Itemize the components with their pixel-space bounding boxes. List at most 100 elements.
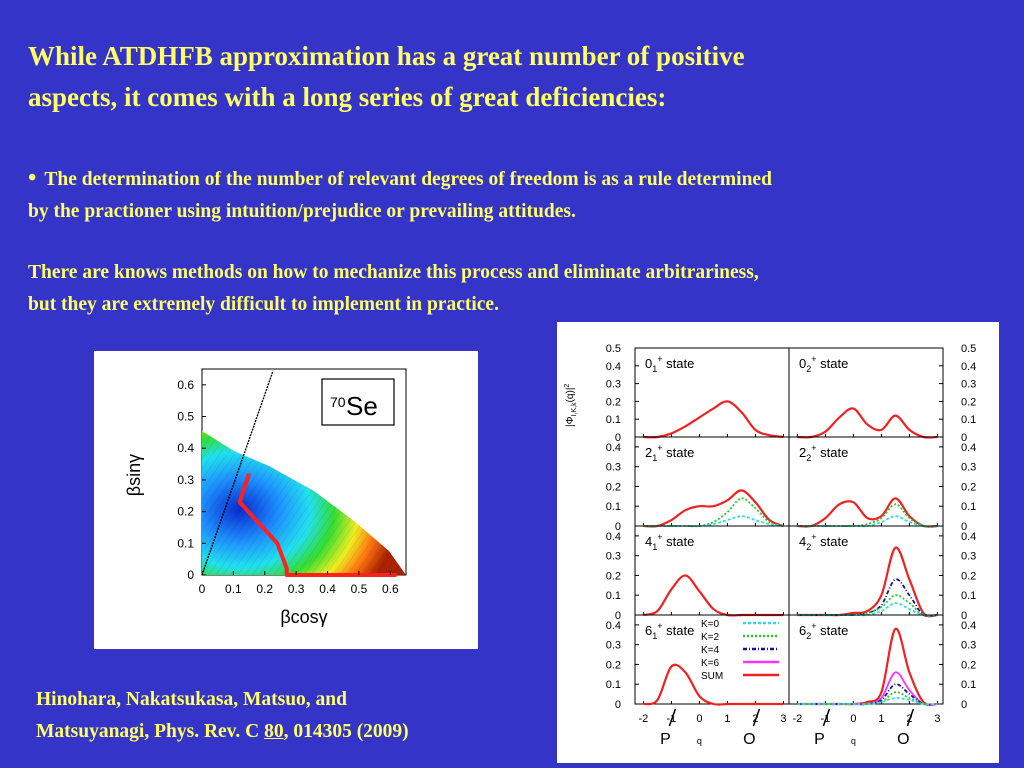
pes-y-tick-label: 0.2 — [177, 505, 194, 519]
state-parity: + — [811, 532, 816, 542]
pes-x-tick-label: 0.3 — [288, 582, 305, 596]
state-index: 1 — [652, 631, 657, 641]
wf-y-tick-label: 0.4 — [961, 620, 976, 632]
wf-y-tick-label: 0.5 — [606, 343, 621, 355]
state-label: 02+ state — [799, 354, 848, 374]
slide-heading: While ATDHFB approximation has a great n… — [28, 36, 988, 118]
legend-label: K=4 — [701, 645, 720, 656]
marker-arrow — [668, 708, 677, 727]
wf-y-tick-label: 0.1 — [961, 590, 976, 602]
collective-wavefunction-figure: |ΦI,K,k(q)|2 0 0.1 0.2 0.3 0.4 0.5 01+ state 0 0… — [557, 322, 999, 763]
legend-label: K=2 — [701, 632, 720, 643]
pes-x-tick-label: 0.2 — [256, 582, 273, 596]
nucleus-mass-number: 70 — [330, 394, 346, 410]
wf-panels: 00.10.20.30.40.501+ state00.10.20.30.40.… — [606, 343, 977, 711]
state-label: 41+ state — [645, 532, 694, 552]
wf-y-tick-label: 0 — [615, 432, 621, 444]
methods-paragraph: There are knows methods on how to mechan… — [28, 257, 1018, 321]
state-index: 1 — [652, 542, 657, 552]
wf-y-tick-label: 0 — [961, 521, 967, 533]
wf-y-tick-label: 0.1 — [961, 501, 976, 513]
state-label: 62+ state — [799, 621, 848, 641]
state-index: 2 — [806, 453, 811, 463]
state-label: 01+ state — [645, 354, 694, 374]
pes-y-tick-label: 0 — [187, 568, 194, 582]
state-label: 22+ state — [799, 443, 848, 463]
bullet-icon: • — [28, 165, 37, 191]
marker-arrow — [906, 708, 915, 727]
state-parity: + — [811, 443, 816, 453]
citation-line-2-pre: Matsuyanagi, Phys. Rev. C — [36, 721, 265, 742]
wf-x-tick-label: 0 — [850, 713, 856, 725]
state-word: state — [663, 623, 695, 638]
curve-sum — [643, 663, 784, 706]
state-word: state — [817, 445, 849, 460]
legend-label: K=0 — [701, 619, 720, 630]
wf-y-tick-label: 0.3 — [961, 379, 976, 391]
wf-x-axis: -2-10123qPO-2-10123qPO — [639, 708, 940, 748]
wf-y-tick-label: 0.4 — [961, 442, 976, 454]
pes-y-tick-label: 0.1 — [177, 536, 194, 550]
gamma-60-line — [201, 370, 274, 576]
panel-6-1: 0 0.1 0.2 0.3 0.4 61+ state K=0 K=2 K=4 K=6 SUM — [606, 614, 790, 711]
wf-x-tick-label: -2 — [639, 713, 649, 725]
state-index: 2 — [806, 542, 811, 552]
wf-y-tick-label: 0.2 — [961, 659, 976, 671]
methods-line-1: There are knows methods on how to mechan… — [28, 262, 759, 283]
curve-k4 — [797, 578, 938, 618]
state-index: 1 — [652, 364, 657, 374]
wf-y-tick-label: 0.3 — [961, 462, 976, 474]
curve-k2 — [797, 594, 938, 617]
pes-x-tick-label: 0.4 — [319, 582, 336, 596]
wf-y-tick-label: 0.2 — [961, 396, 976, 408]
pes-x-tick-label: 0.5 — [351, 582, 368, 596]
wf-y-tick-label: 0.2 — [961, 570, 976, 582]
marker-p: P — [814, 731, 825, 748]
curve-sum — [797, 627, 938, 706]
panel-2-1: 0 0.1 0.2 0.3 0.4 21+ state — [606, 436, 790, 533]
state-index: 1 — [652, 453, 657, 463]
pes-x-tick-label: 0 — [199, 582, 206, 596]
wf-y-tick-label: 0.4 — [606, 361, 621, 373]
pes-y-tick-label: 0.3 — [177, 473, 194, 487]
curve-sum — [643, 574, 784, 617]
state-parity: + — [811, 354, 816, 364]
wf-y-axis-label: |ΦI,K,k(q)|2 — [564, 384, 578, 427]
nucleus-label-box: 70 Se — [321, 378, 395, 426]
legend-label: SUM — [701, 671, 723, 682]
pes-plot: 70 Se 0 0.1 0.2 0.3 0.4 0.5 0.6 0 0.1 0.2 0.3 0.4 0.… — [124, 368, 407, 627]
pes-y-axis-label: βsinγ — [124, 454, 144, 496]
curve-sum — [643, 400, 784, 439]
wf-y-tick-label: 0.1 — [961, 414, 976, 426]
state-word: state — [663, 356, 695, 371]
pes-y-tick-label: 0.6 — [177, 378, 194, 392]
state-parity: + — [657, 443, 662, 453]
state-word: state — [663, 445, 695, 460]
wf-x-tick-label: 1 — [724, 713, 730, 725]
collective-path — [237, 472, 397, 577]
state-label: 61+ state — [645, 621, 694, 641]
curve-sum — [797, 407, 938, 439]
potential-energy-surface-figure: 70 Se 0 0.1 0.2 0.3 0.4 0.5 0.6 0 0.1 0.2 0.3 0.4 0.… — [94, 351, 478, 649]
panel-6-2: 0 0.1 0.2 0.3 0.4 62+ state — [788, 614, 976, 711]
wf-y-tick-label: 0.2 — [606, 570, 621, 582]
wf-x-tick-label: 0 — [696, 713, 702, 725]
marker-p: P — [660, 731, 671, 748]
wf-x-tick-label: 3 — [934, 713, 940, 725]
wf-y-tick-label: 0.4 — [606, 442, 621, 454]
wf-y-tick-label: 0 — [961, 699, 967, 711]
state-spin: 2 — [799, 445, 806, 460]
state-word: state — [817, 623, 849, 638]
pes-x-axis-label: βcosγ — [280, 607, 327, 627]
panel-2-2: 00.10.20.30.422+ state — [788, 436, 976, 533]
state-spin: 4 — [799, 534, 806, 549]
wf-y-tick-label: 0 — [615, 521, 621, 533]
marker-o: O — [897, 731, 909, 748]
wf-y-tick-label: 0.3 — [606, 379, 621, 391]
state-label: 42+ state — [799, 532, 848, 552]
state-word: state — [817, 534, 849, 549]
wf-x-axis-label: q — [851, 736, 856, 746]
wf-y-tick-label: 0.1 — [961, 679, 976, 691]
pes-axis-ticks: 0 0.1 0.2 0.3 0.4 0.5 0.6 0 0.1 0.2 0.3 0.4 0.5 0.6 — [177, 378, 399, 596]
pes-y-tick-label: 0.5 — [177, 410, 194, 424]
